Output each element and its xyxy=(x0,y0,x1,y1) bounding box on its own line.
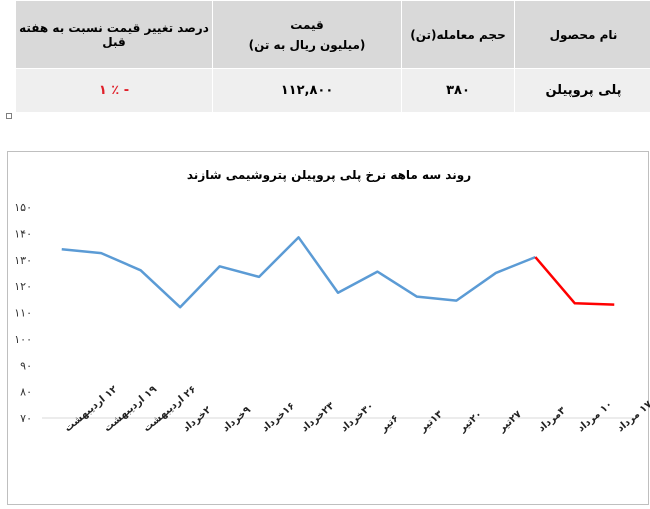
y-tick-label: ۱۳۰ xyxy=(14,254,32,267)
cell-change: - ٪ ۱ xyxy=(15,68,213,113)
header-price-line1: قیمت xyxy=(290,17,324,32)
price-line-series xyxy=(61,236,536,309)
y-tick-label: ۸۰ xyxy=(20,386,32,399)
y-tick-label: ۱۰۰ xyxy=(14,333,32,346)
price-table: درصد تغییر قیمت نسبت به هفته قبل قیمت (م… xyxy=(15,0,650,113)
table-move-handle[interactable] xyxy=(6,113,12,119)
header-product: نام محصول xyxy=(514,0,650,69)
header-volume: حجم معامله(تن) xyxy=(401,0,515,69)
header-price: قیمت (میلیون ریال به تن) xyxy=(212,0,402,69)
price-line-series-highlight xyxy=(534,256,615,306)
table-header-row: درصد تغییر قیمت نسبت به هفته قبل قیمت (م… xyxy=(15,0,650,69)
x-tick-label: ۲۰تیر xyxy=(456,409,484,435)
x-tick-label: ۶تیر xyxy=(378,413,401,435)
header-change: درصد تغییر قیمت نسبت به هفته قبل xyxy=(15,0,213,69)
x-tick-label: ۱۰ مرداد xyxy=(576,399,615,434)
chart-container: روند سه ماهه نرخ پلی پروپیلن پتروشیمی شا… xyxy=(7,151,650,505)
y-tick-label: ۷۰ xyxy=(20,412,32,425)
x-tick-label: ۲۳خرداد xyxy=(299,401,336,435)
cell-volume: ۳۸۰ xyxy=(401,68,515,113)
x-tick-label: ۳مرداد xyxy=(536,405,568,434)
line-chart: روند سه ماهه نرخ پلی پروپیلن پتروشیمی شا… xyxy=(14,168,650,435)
x-tick-label: ۱۶خرداد xyxy=(260,401,297,435)
y-tick-label: ۱۲۰ xyxy=(14,280,32,293)
x-tick-label: ۲۷تیر xyxy=(496,409,524,435)
chart-title: روند سه ماهه نرخ پلی پروپیلن پتروشیمی شا… xyxy=(187,168,471,183)
x-tick-label: ۱۳تیر xyxy=(417,409,445,435)
x-tick-label: ۲خرداد xyxy=(181,405,214,435)
y-tick-label: ۹۰ xyxy=(20,359,32,372)
y-tick-label: ۱۱۰ xyxy=(14,307,32,320)
cell-product: پلی پروپیلن xyxy=(514,68,650,113)
x-tick-label: ۱۷ مرداد xyxy=(615,399,650,434)
x-tick-label: ۹خرداد xyxy=(220,405,253,435)
y-tick-label: ۱۵۰ xyxy=(14,201,32,214)
x-tick-label: ۳۰خرداد xyxy=(339,401,376,435)
y-tick-label: ۱۴۰ xyxy=(14,227,32,240)
header-price-line2: (میلیون ریال به تن) xyxy=(248,37,366,52)
table-row: - ٪ ۱ ۱۱۲,۸۰۰ ۳۸۰ پلی پروپیلن xyxy=(15,68,650,113)
cell-price: ۱۱۲,۸۰۰ xyxy=(212,68,402,113)
